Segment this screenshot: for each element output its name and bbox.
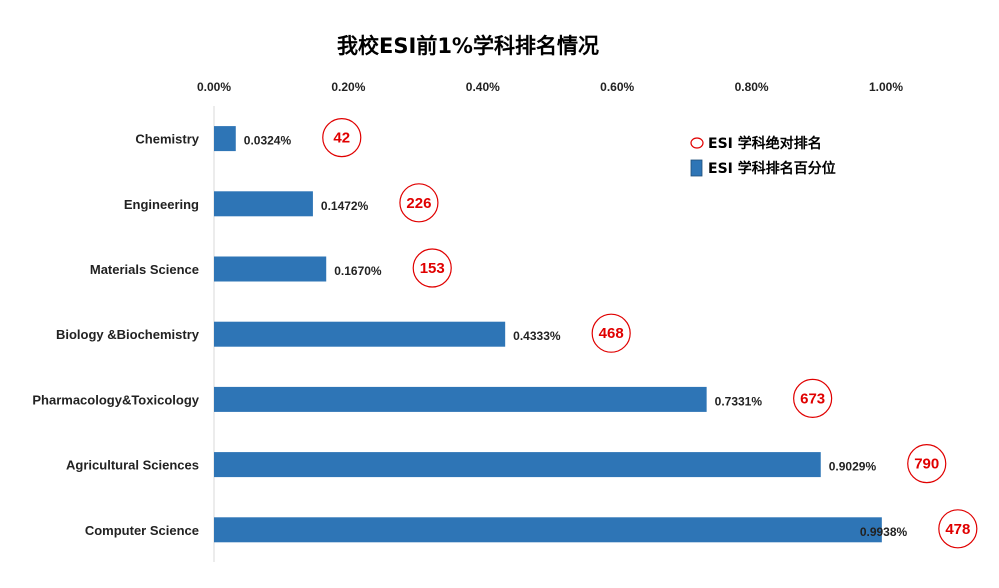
category-label: Pharmacology&Toxicology [32, 392, 199, 407]
bar [214, 452, 821, 478]
legend-percentile-label: ESI 学科排名百分位 [708, 160, 836, 177]
category-label: Computer Science [85, 523, 199, 538]
bar-value-label: 0.0324% [244, 134, 292, 148]
x-tick-label: 0.00% [197, 80, 231, 94]
bar [214, 517, 882, 543]
chart-title: 我校ESI前1%学科排名情况 [337, 34, 599, 58]
x-axis: 0.00% 0.20% 0.40% 0.60% 0.80% 1.00% [197, 80, 903, 94]
rank-marker [591, 313, 631, 353]
x-tick-label: 1.00% [869, 80, 903, 94]
legend-rank-label: ESI 学科绝对排名 [708, 135, 822, 152]
category-label: Materials Science [90, 262, 199, 277]
x-tick-label: 0.80% [735, 80, 769, 94]
bar [214, 256, 327, 282]
bar-value-label: 0.1472% [321, 199, 369, 213]
rank-label: 478 [945, 521, 970, 538]
rank-marker [938, 509, 978, 549]
bar [214, 191, 313, 217]
bar-value-label: 0.1670% [334, 264, 382, 278]
legend: ESI 学科绝对排名 ESI 学科排名百分位 [690, 135, 836, 177]
bar-group: Chemistry 0.0324% 42 Engineering 0.1472% 226 M… [32, 118, 978, 549]
rank-label: 226 [406, 195, 431, 212]
bar [214, 321, 506, 347]
x-tick-label: 0.40% [466, 80, 500, 94]
rank-marker [907, 444, 947, 484]
bar-value-label: 0.9029% [829, 460, 877, 474]
bar-value-label: 0.4333% [513, 329, 561, 343]
bar [214, 126, 236, 152]
rank-marker [322, 118, 362, 158]
bar [214, 386, 707, 412]
rank-label: 153 [420, 260, 445, 277]
rank-label: 673 [800, 390, 825, 407]
category-label: Agricultural Sciences [66, 458, 199, 473]
rank-marker [399, 183, 439, 223]
category-label: Biology &Biochemistry [56, 327, 200, 342]
x-tick-label: 0.60% [600, 80, 634, 94]
category-label: Chemistry [135, 132, 199, 147]
legend-rank-marker [690, 137, 704, 149]
rank-marker [412, 248, 452, 288]
bar-value-label: 0.7331% [715, 394, 763, 408]
rank-label: 468 [599, 325, 624, 342]
legend-percentile-swatch [690, 159, 703, 177]
bar-value-label: 0.9938% [860, 525, 908, 539]
category-label: Engineering [124, 197, 199, 212]
rank-label: 790 [914, 456, 939, 473]
rank-label: 42 [333, 130, 350, 147]
rank-marker [793, 378, 833, 418]
x-tick-label: 0.20% [331, 80, 365, 94]
